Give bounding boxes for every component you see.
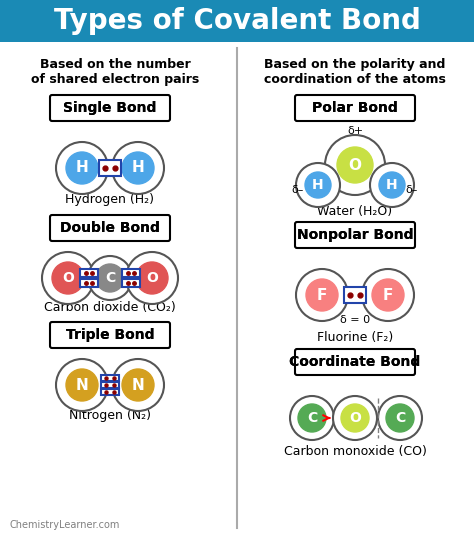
FancyBboxPatch shape bbox=[122, 279, 140, 287]
Text: H: H bbox=[312, 178, 324, 192]
FancyBboxPatch shape bbox=[295, 349, 415, 375]
FancyBboxPatch shape bbox=[101, 389, 119, 395]
FancyBboxPatch shape bbox=[0, 0, 474, 42]
Circle shape bbox=[370, 163, 414, 207]
Text: δ = 0: δ = 0 bbox=[340, 315, 370, 325]
Text: H: H bbox=[386, 178, 398, 192]
Text: Based on the number
of shared electron pairs: Based on the number of shared electron p… bbox=[31, 58, 199, 86]
Circle shape bbox=[379, 172, 405, 198]
FancyBboxPatch shape bbox=[80, 269, 98, 277]
Circle shape bbox=[136, 262, 168, 294]
Text: Triple Bond: Triple Bond bbox=[66, 328, 154, 342]
Circle shape bbox=[337, 147, 373, 183]
Text: Hydrogen (H₂): Hydrogen (H₂) bbox=[65, 193, 155, 207]
Text: N: N bbox=[132, 378, 145, 392]
FancyBboxPatch shape bbox=[344, 287, 366, 303]
Circle shape bbox=[122, 152, 154, 184]
FancyBboxPatch shape bbox=[80, 279, 98, 287]
Text: Fluorine (F₂): Fluorine (F₂) bbox=[317, 332, 393, 344]
Circle shape bbox=[341, 404, 369, 432]
Circle shape bbox=[66, 369, 98, 401]
Circle shape bbox=[378, 396, 422, 440]
Text: Polar Bond: Polar Bond bbox=[312, 101, 398, 115]
Text: Carbon monoxide (CO): Carbon monoxide (CO) bbox=[283, 445, 427, 459]
Circle shape bbox=[112, 142, 164, 194]
Text: δ+: δ+ bbox=[347, 126, 363, 136]
Text: H: H bbox=[132, 161, 145, 176]
Text: Based on the polarity and
coordination of the atoms: Based on the polarity and coordination o… bbox=[264, 58, 446, 86]
Circle shape bbox=[42, 252, 94, 304]
Text: C: C bbox=[105, 271, 115, 285]
Circle shape bbox=[296, 163, 340, 207]
Text: Coordinate Bond: Coordinate Bond bbox=[289, 355, 420, 369]
Circle shape bbox=[296, 269, 348, 321]
FancyBboxPatch shape bbox=[99, 160, 121, 176]
Text: N: N bbox=[76, 378, 88, 392]
Circle shape bbox=[325, 135, 385, 195]
Circle shape bbox=[56, 142, 108, 194]
Text: F: F bbox=[383, 287, 393, 302]
Text: C: C bbox=[395, 411, 405, 425]
Text: Carbon dioxide (CO₂): Carbon dioxide (CO₂) bbox=[44, 302, 176, 315]
Circle shape bbox=[386, 404, 414, 432]
Text: Single Bond: Single Bond bbox=[64, 101, 157, 115]
Circle shape bbox=[126, 252, 178, 304]
FancyBboxPatch shape bbox=[295, 95, 415, 121]
Text: Double Bond: Double Bond bbox=[60, 221, 160, 235]
Text: O: O bbox=[62, 271, 74, 285]
Text: Nonpolar Bond: Nonpolar Bond bbox=[297, 228, 413, 242]
Circle shape bbox=[112, 359, 164, 411]
Text: ChemistryLearner.com: ChemistryLearner.com bbox=[10, 520, 120, 530]
Text: Triple Bond: Triple Bond bbox=[66, 328, 154, 342]
Circle shape bbox=[52, 262, 84, 294]
Circle shape bbox=[96, 264, 124, 292]
FancyBboxPatch shape bbox=[50, 95, 170, 121]
FancyBboxPatch shape bbox=[122, 269, 140, 277]
Text: Nonpolar Bond: Nonpolar Bond bbox=[297, 228, 413, 242]
Circle shape bbox=[362, 269, 414, 321]
FancyBboxPatch shape bbox=[295, 222, 415, 248]
Text: O: O bbox=[146, 271, 158, 285]
FancyBboxPatch shape bbox=[101, 375, 119, 381]
Circle shape bbox=[122, 369, 154, 401]
FancyBboxPatch shape bbox=[50, 322, 170, 348]
Circle shape bbox=[88, 256, 132, 300]
FancyBboxPatch shape bbox=[101, 382, 119, 388]
Circle shape bbox=[56, 359, 108, 411]
Text: δ–: δ– bbox=[406, 185, 418, 195]
Text: Water (H₂O): Water (H₂O) bbox=[318, 206, 392, 218]
Text: C: C bbox=[307, 411, 317, 425]
Circle shape bbox=[298, 404, 326, 432]
Circle shape bbox=[306, 279, 338, 311]
Circle shape bbox=[66, 152, 98, 184]
Text: Double Bond: Double Bond bbox=[60, 221, 160, 235]
FancyBboxPatch shape bbox=[50, 215, 170, 241]
Text: Single Bond: Single Bond bbox=[64, 101, 157, 115]
Circle shape bbox=[305, 172, 331, 198]
Circle shape bbox=[290, 396, 334, 440]
Text: Types of Covalent Bond: Types of Covalent Bond bbox=[54, 7, 420, 35]
Text: H: H bbox=[76, 161, 88, 176]
Text: O: O bbox=[349, 411, 361, 425]
Text: F: F bbox=[317, 287, 327, 302]
Circle shape bbox=[333, 396, 377, 440]
Text: Nitrogen (N₂): Nitrogen (N₂) bbox=[69, 409, 151, 421]
Text: O: O bbox=[348, 158, 362, 172]
Circle shape bbox=[372, 279, 404, 311]
Text: δ–: δ– bbox=[292, 185, 304, 195]
Text: Coordinate Bond: Coordinate Bond bbox=[289, 355, 420, 369]
Text: Polar Bond: Polar Bond bbox=[312, 101, 398, 115]
